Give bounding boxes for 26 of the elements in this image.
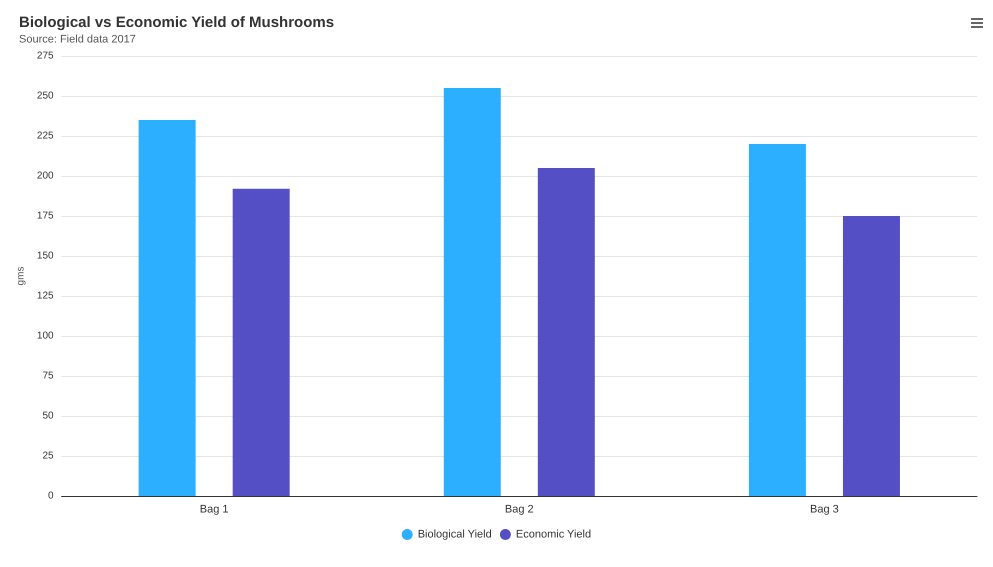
y-tick-label: 150 <box>36 250 54 262</box>
y-tick-label: 75 <box>42 370 54 382</box>
bar <box>842 216 900 496</box>
y-tick-label: 250 <box>36 90 54 102</box>
y-axis-title: gms <box>16 266 26 286</box>
x-tick-label: Bag 1 <box>200 504 229 516</box>
bar <box>538 168 595 496</box>
chart-subtitle: Source: Field data 2017 <box>19 34 136 46</box>
bar <box>138 120 196 496</box>
y-tick-label: 225 <box>36 130 54 142</box>
y-tick-label: 200 <box>36 170 54 182</box>
x-tick-label: Bag 2 <box>504 504 534 516</box>
y-tick-label: 0 <box>48 490 54 502</box>
bar <box>232 188 290 496</box>
legend-label: Economic Yield <box>516 528 592 540</box>
chart-title: Biological vs Economic Yield of Mushrooms <box>19 14 334 31</box>
y-tick-label: 100 <box>36 330 54 342</box>
bar <box>444 88 501 496</box>
y-tick-label: 25 <box>42 450 54 462</box>
y-tick-label: 275 <box>36 50 54 62</box>
y-tick-label: 125 <box>36 290 54 302</box>
bar <box>748 144 806 496</box>
legend-label: Biological Yield <box>418 528 492 540</box>
y-tick-label: 175 <box>36 210 54 222</box>
y-tick-label: 50 <box>42 410 54 422</box>
x-tick-label: Bag 3 <box>810 504 839 516</box>
